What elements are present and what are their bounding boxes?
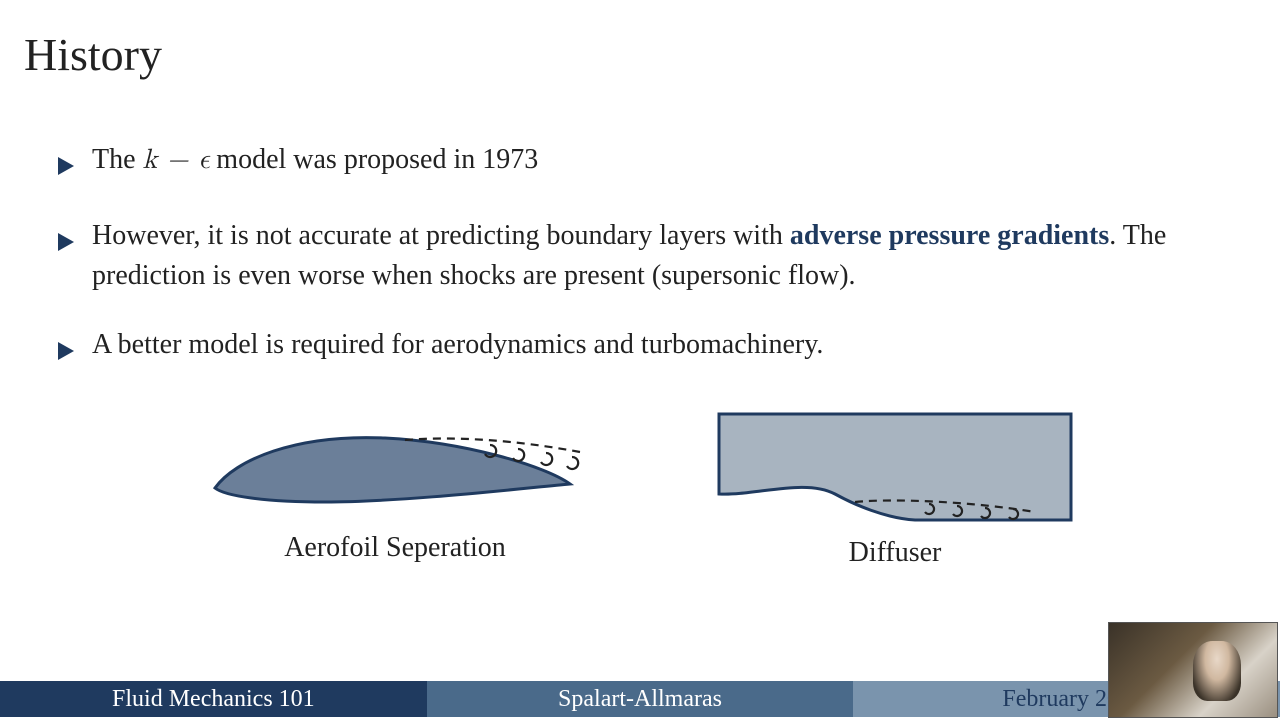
figures-row: Aerofoil Seperation Diffuser [0, 410, 1280, 569]
footer-left: Fluid Mechanics 101 [0, 681, 427, 717]
bullet-item: A better model is required for aerodynam… [58, 325, 1250, 373]
figure-caption: Aerofoil Seperation [284, 532, 506, 564]
bullet-item: However, it is not accurate at predictin… [58, 216, 1250, 297]
math-expr: k − ϵ [143, 146, 210, 174]
figure-caption: Diffuser [849, 537, 942, 569]
bullet-text: The k − ϵ model was proposed in 1973 [92, 140, 1250, 181]
slide: History The k − ϵ model was proposed in … [0, 0, 1280, 720]
bullet-marker-icon [58, 147, 74, 188]
diffuser-diagram [715, 410, 1075, 525]
figure-aerofoil: Aerofoil Seperation [205, 410, 585, 569]
aerofoil-diagram [205, 410, 585, 520]
figure-diffuser: Diffuser [715, 410, 1075, 569]
footer-bar: Fluid Mechanics 101 Spalart-Allmaras Feb… [0, 681, 1280, 717]
slide-title: History [24, 28, 162, 81]
webcam-overlay [1108, 622, 1278, 718]
bullet-item: The k − ϵ model was proposed in 1973 [58, 140, 1250, 188]
text-segment: However, it is not accurate at predictin… [92, 220, 790, 251]
footer-center: Spalart-Allmaras [427, 681, 854, 717]
bullet-text: However, it is not accurate at predictin… [92, 216, 1250, 297]
bullet-list: The k − ϵ model was proposed in 1973 How… [58, 140, 1250, 400]
bullet-text: A better model is required for aerodynam… [92, 325, 1250, 366]
text-segment: The [92, 144, 143, 175]
text-segment: model was proposed in 1973 [209, 144, 538, 175]
bullet-marker-icon [58, 223, 74, 264]
bullet-marker-icon [58, 332, 74, 373]
emphasis-text: adverse pressure gradients [790, 220, 1109, 251]
